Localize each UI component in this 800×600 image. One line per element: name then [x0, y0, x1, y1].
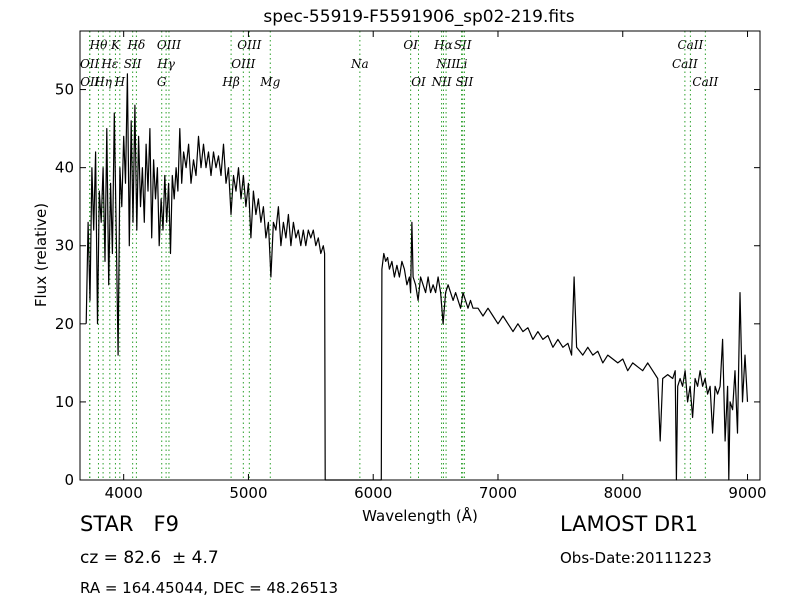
redshift-cz: cz = 82.6 ± 4.7: [80, 548, 219, 568]
ra-dec-coordinates: RA = 164.45044, DEC = 48.26513: [80, 579, 339, 597]
line-marker-label-19: Hα: [433, 38, 453, 52]
line-marker-label-27: CaII: [692, 75, 718, 89]
chart-title: spec-55919-F5591906_sp02-219.fits: [263, 7, 574, 27]
line-marker-label-14: Hβ: [221, 75, 239, 89]
line-marker-label-24: SII: [456, 75, 474, 89]
y-tick-label-1: 10: [55, 393, 74, 411]
y-axis-ticks: 0 10 20 30 40 50: [55, 81, 760, 489]
line-marker-label-2: Hθ: [89, 38, 108, 52]
spectrum-series-0: [85, 73, 749, 481]
x-axis-label: Wavelength (Å): [362, 506, 478, 525]
line-marker-label-1: OII: [80, 75, 100, 89]
line-marker-label-26: CaII: [672, 57, 698, 71]
line-marker-label-21: NII: [431, 75, 452, 89]
spectrum-line: [85, 73, 749, 481]
y-tick-label-3: 30: [55, 237, 74, 255]
line-marker-label-4: Hε: [100, 57, 118, 71]
object-class: STAR F9: [80, 512, 179, 536]
line-marker-label-13: OIII: [231, 57, 255, 71]
line-marker-label-10: Hγ: [156, 57, 175, 71]
y-tick-label-0: 0: [64, 471, 74, 489]
line-marker-label-3: Hη: [93, 75, 112, 89]
x-tick-label-1: 5000: [229, 484, 267, 502]
line-marker-label-5: K: [110, 38, 121, 52]
line-marker-label-23: Li: [455, 57, 468, 71]
y-axis-label: Flux (relative): [32, 203, 50, 307]
line-marker-label-16: Na: [350, 57, 369, 71]
line-marker-label-25: CaII: [677, 38, 703, 52]
x-tick-label-5: 9000: [728, 484, 766, 502]
observation-date: Obs-Date:20111223: [560, 549, 712, 567]
y-tick-label-4: 40: [55, 159, 74, 177]
y-tick-label-5: 50: [55, 81, 74, 99]
y-tick-label-2: 20: [55, 315, 74, 333]
line-marker-label-7: SII: [124, 57, 142, 71]
x-axis-ticks: 4000 5000 6000 7000 8000 9000: [105, 31, 767, 502]
line-marker-label-8: Hδ: [127, 38, 146, 52]
x-tick-label-3: 7000: [479, 484, 517, 502]
line-marker-label-12: OIII: [237, 38, 261, 52]
x-tick-label-0: 4000: [105, 484, 143, 502]
line-marker-label-20: NII: [435, 57, 456, 71]
line-marker-label-22: SII: [454, 38, 472, 52]
plot-frame: [79, 30, 761, 481]
line-marker-label-17: OI: [403, 38, 418, 52]
line-marker-label-18: OI: [411, 75, 426, 89]
line-marker-label-11: G: [157, 75, 167, 89]
line-marker-label-9: OIII: [157, 38, 181, 52]
line-marker-label-6: H: [114, 75, 126, 89]
survey-name: LAMOST DR1: [560, 512, 699, 536]
x-tick-label-4: 8000: [604, 484, 642, 502]
line-marker-label-15: Mg: [259, 75, 280, 89]
x-tick-label-2: 6000: [354, 484, 392, 502]
